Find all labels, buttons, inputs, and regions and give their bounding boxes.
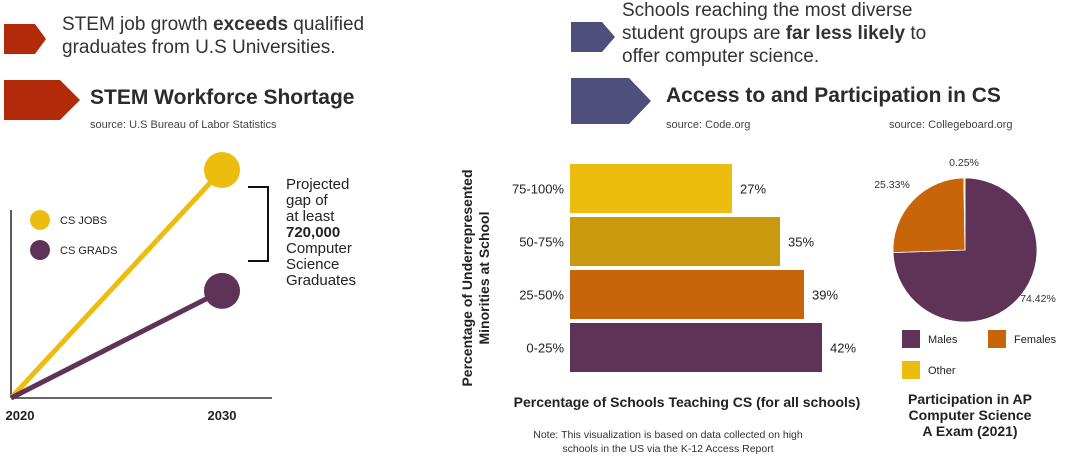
section-arrow-marker [571, 78, 651, 124]
series-line-cs-jobs [9, 168, 224, 400]
series-line-cs-grads [9, 288, 224, 401]
footnote-line: Note: This visualization is based on dat… [533, 429, 803, 441]
bar-value-label: 27% [740, 182, 766, 197]
footnote-line: schools in the US via the K-12 Access Re… [562, 443, 774, 455]
left-headline-line2: graduates from U.S Universities. [62, 37, 336, 58]
gap-line: Projected [286, 176, 350, 193]
bar-x-axis-label: Percentage of Schools Teaching CS (for a… [513, 394, 861, 410]
legend-swatch [988, 330, 1006, 348]
right-headline-line1: Schools reaching the most diverse [622, 0, 913, 21]
legend-label: CS GRADS [60, 245, 117, 257]
gap-line: Computer [286, 240, 352, 257]
pie-value-label: 0.25% [949, 157, 979, 169]
bar-y-axis-label: Percentage of Underrepresented Minoritie… [459, 148, 492, 408]
headline-arrow-marker [571, 22, 615, 52]
left-headline: STEM job growth exceeds qualified gradua… [62, 13, 422, 59]
right-headline-post: to [905, 23, 927, 44]
bar-category-label: 75-100% [512, 182, 564, 197]
gap-annotation: Projected gap of at least 720,000 Comput… [286, 177, 356, 289]
legend-swatch [902, 361, 920, 379]
legend-label: Females [1014, 334, 1057, 346]
right-headline-line3: offer computer science. [622, 46, 820, 67]
legend-swatch [902, 330, 920, 348]
legend-label: Other [928, 365, 956, 377]
pie-title-line: A Exam (2021) [922, 423, 1018, 439]
bar-category-label: 25-50% [519, 288, 564, 303]
pie-value-label: 25.33% [874, 179, 910, 191]
left-source: source: U.S Bureau of Labor Statistics [90, 119, 277, 131]
legend-label: CS JOBS [60, 215, 107, 227]
gap-line: gap of [286, 192, 328, 209]
right-source-collegeboard: source: Collegeboard.org [889, 119, 1013, 131]
pie-title-line: Computer Science [908, 407, 1032, 423]
x-tick-label: 2030 [208, 408, 237, 423]
gap-line: Graduates [286, 272, 357, 289]
ap-participation-pie-chart: 74.42% 25.33% 0.25% Males Females Other [874, 157, 1057, 379]
right-headline: Schools reaching the most diverse studen… [622, 0, 1042, 68]
right-headline-pre: student groups are [622, 23, 786, 44]
legend-label: Males [928, 334, 958, 346]
series-endpoint-cs-grads [204, 272, 240, 309]
bar-value-label: 35% [788, 235, 814, 250]
workforce-line-chart: CS JOBS CS GRADS 2020 2030 [6, 152, 272, 423]
right-source-codeorg: source: Code.org [666, 119, 751, 131]
gap-bracket [248, 186, 269, 262]
bar-y-axis-label-text: Percentage of Underrepresented Minoritie… [459, 169, 492, 387]
series-endpoint-cs-jobs [204, 152, 240, 188]
pie-title: Participation in AP Computer Science A E… [880, 391, 1060, 439]
schools-bar-chart: 75-100% 27% 50-75% 35% 25-50% 39% 0-25% 42% [512, 164, 856, 372]
bar [570, 164, 732, 213]
bar-category-label: 50-75% [519, 235, 564, 250]
pie-title-line: Participation in AP [908, 391, 1032, 407]
x-tick-label: 2020 [6, 408, 35, 423]
pie-slice-other [963, 177, 966, 251]
left-headline-post: qualified [288, 14, 365, 35]
right-section-title: Access to and Participation in CS [666, 84, 1001, 107]
pie-slice-females [892, 177, 966, 254]
bar [570, 217, 780, 266]
headline-arrow-marker [4, 24, 46, 54]
legend-swatch [30, 240, 50, 260]
section-arrow-marker [4, 80, 80, 120]
bar-category-label: 0-25% [526, 341, 564, 356]
gap-line: at least [286, 208, 335, 225]
bar [570, 323, 822, 372]
pie-value-label: 74.42% [1020, 293, 1056, 305]
footnote: Note: This visualization is based on dat… [498, 428, 838, 456]
bar-value-label: 39% [812, 288, 838, 303]
gap-value: 720,000 [286, 224, 341, 241]
left-section-title: STEM Workforce Shortage [90, 86, 355, 109]
bar [570, 270, 804, 319]
legend-swatch [30, 210, 50, 230]
right-headline-bold: far less likely [785, 23, 906, 44]
bar-value-label: 42% [830, 341, 856, 356]
left-headline-pre: STEM job growth [62, 14, 213, 35]
gap-line: Science [286, 256, 340, 273]
left-headline-bold: exceeds [213, 14, 289, 35]
